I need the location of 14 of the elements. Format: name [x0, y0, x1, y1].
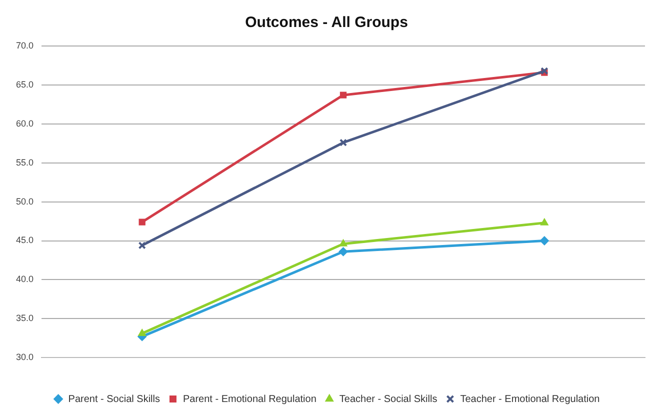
y-tick-label: 70.0: [16, 40, 34, 50]
chart-title: Outcomes - All Groups: [245, 14, 408, 32]
y-tick-label: 30.0: [16, 352, 34, 362]
y-tick-label: 35.0: [16, 313, 34, 324]
y-tick-label: 65.0: [16, 79, 34, 90]
y-tick-label: 45.0: [16, 235, 34, 246]
y-tick-label: 55.0: [16, 157, 34, 168]
legend-label: Teacher - Emotional Regulation: [460, 394, 600, 405]
y-tick-label: 60.0: [16, 118, 34, 128]
legend-label: Parent - Social Skills: [68, 394, 160, 405]
y-tick-label: 50.0: [16, 196, 34, 206]
legend-label: Parent - Emotional Regulation: [182, 394, 316, 405]
legend-label: Teacher - Social Skills: [339, 394, 438, 405]
y-tick-label: 40.0: [16, 274, 34, 284]
